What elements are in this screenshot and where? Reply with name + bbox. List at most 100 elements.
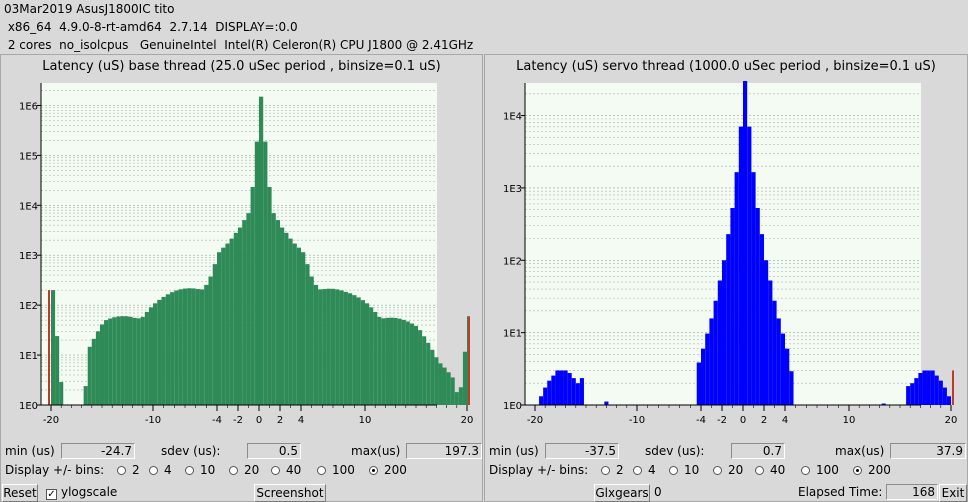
- base-bar: [170, 292, 175, 405]
- base-bar: [182, 288, 188, 405]
- base-bar: [271, 213, 276, 405]
- servo-bins-radio-20[interactable]: 20: [713, 463, 743, 477]
- radio-dot-icon[interactable]: [801, 466, 810, 475]
- base-bar: [409, 323, 414, 405]
- servo-bar: [547, 380, 552, 405]
- servo-bins-radio-label: 200: [868, 463, 891, 477]
- base-bins-radio-20[interactable]: 20: [229, 463, 259, 477]
- base-bins-radio-2[interactable]: 2: [117, 463, 140, 477]
- elapsed-time-label: Elapsed Time:: [798, 485, 883, 499]
- radio-dot-icon[interactable]: [369, 466, 378, 475]
- base-bar: [124, 316, 129, 405]
- servo-bins-radio-2[interactable]: 2: [601, 463, 624, 477]
- elapsed-time-value: 168: [886, 484, 938, 500]
- servo-x-tick-label: -10: [629, 415, 645, 426]
- base-bar: [136, 318, 141, 405]
- radio-dot-icon[interactable]: [853, 466, 862, 475]
- base-bar: [229, 238, 234, 405]
- base-bar: [99, 324, 105, 405]
- base-thread-panel: Latency (uS) base thread (25.0 uSec peri…: [0, 54, 483, 502]
- base-y-tick-label: 1E5: [19, 151, 38, 162]
- servo-x-tick-label: 4: [782, 415, 788, 426]
- radio-dot-icon[interactable]: [149, 466, 158, 475]
- servo-bar: [705, 333, 710, 405]
- servo-bar: [922, 370, 927, 405]
- servo-bar: [551, 375, 556, 405]
- servo-bar: [942, 387, 947, 405]
- base-bar: [116, 316, 121, 405]
- servo-bins-radio-4[interactable]: 4: [633, 463, 656, 477]
- radio-dot-icon[interactable]: [601, 466, 610, 475]
- ylogscale-checkbox[interactable]: ✓ ylogscale: [46, 485, 117, 500]
- servo-y-tick-label: 1E3: [503, 184, 522, 195]
- servo-bar: [730, 208, 735, 405]
- base-bins-radio-100[interactable]: 100: [317, 463, 355, 477]
- base-bar: [454, 392, 459, 405]
- servo-bins-radio-200[interactable]: 200: [853, 463, 891, 477]
- servo-chart-title: Latency (uS) servo thread (1000.0 uSec p…: [516, 59, 936, 74]
- base-bar: [305, 264, 310, 405]
- exit-button[interactable]: Exit: [939, 484, 967, 502]
- check-icon[interactable]: ✓: [46, 489, 57, 500]
- base-bar: [381, 318, 386, 405]
- radio-dot-icon[interactable]: [713, 466, 722, 475]
- base-bar: [161, 296, 166, 405]
- servo-bar: [738, 126, 743, 405]
- servo-bar: [926, 370, 931, 405]
- base-bar: [165, 294, 171, 405]
- servo-bar: [910, 383, 915, 405]
- base-bins-radio-40[interactable]: 40: [271, 463, 301, 477]
- servo-bins-radio-100[interactable]: 100: [801, 463, 839, 477]
- base-bar: [250, 186, 255, 405]
- radio-dot-icon[interactable]: [271, 466, 280, 475]
- servo-bar: [709, 318, 714, 405]
- base-bar: [330, 288, 336, 405]
- base-bar: [397, 318, 402, 405]
- base-bar: [373, 311, 378, 405]
- servo-x-tick-label: 20: [945, 415, 958, 426]
- base-bar: [430, 349, 435, 405]
- radio-dot-icon[interactable]: [755, 466, 764, 475]
- base-bar: [174, 290, 179, 405]
- base-bins-radio-4[interactable]: 4: [149, 463, 172, 477]
- base-chart-title: Latency (uS) base thread (25.0 uSec peri…: [42, 59, 441, 74]
- screenshot-button[interactable]: Screenshot: [254, 484, 326, 502]
- radio-dot-icon[interactable]: [229, 466, 238, 475]
- reset-button[interactable]: Reset: [2, 484, 38, 502]
- servo-bar: [717, 280, 722, 405]
- base-bar: [292, 243, 297, 405]
- radio-dot-icon[interactable]: [633, 466, 642, 475]
- base-bar: [263, 141, 268, 405]
- servo-bar: [701, 348, 706, 405]
- servo-bins-radio-40[interactable]: 40: [755, 463, 785, 477]
- servo-bar: [946, 396, 951, 405]
- servo-bins-radio-10[interactable]: 10: [669, 463, 699, 477]
- radio-dot-icon[interactable]: [185, 466, 194, 475]
- radio-dot-icon[interactable]: [317, 466, 326, 475]
- servo-sdev-label: sdev (us):: [645, 444, 705, 458]
- base-bar: [301, 252, 306, 405]
- header-cpu: 2 cores no_isolcpus GenuineIntel Intel(R…: [4, 38, 474, 52]
- base-y-tick-label: 1E4: [19, 201, 38, 212]
- base-bar: [347, 293, 353, 405]
- base-bar: [51, 290, 56, 405]
- servo-bar: [785, 348, 790, 405]
- servo-bar: [575, 383, 580, 405]
- glxgears-button[interactable]: Glxgears: [594, 484, 650, 502]
- header-kernel: x86_64 4.9.0-8-rt-amd64 2.7.14 DISPLAY=:…: [4, 20, 298, 34]
- base-x-tick-label: 2: [277, 415, 283, 426]
- radio-dot-icon[interactable]: [117, 466, 126, 475]
- base-bar: [377, 316, 382, 405]
- base-bar: [296, 247, 301, 405]
- base-bar: [369, 307, 374, 405]
- base-bar: [343, 291, 348, 405]
- base-bar: [87, 346, 92, 405]
- base-bins-radio-10[interactable]: 10: [185, 463, 215, 477]
- radio-dot-icon[interactable]: [669, 466, 678, 475]
- servo-min-value: -37.5: [545, 443, 619, 459]
- base-bar: [426, 342, 431, 405]
- base-bins-radio-200[interactable]: 200: [369, 463, 407, 477]
- base-bar: [401, 319, 406, 405]
